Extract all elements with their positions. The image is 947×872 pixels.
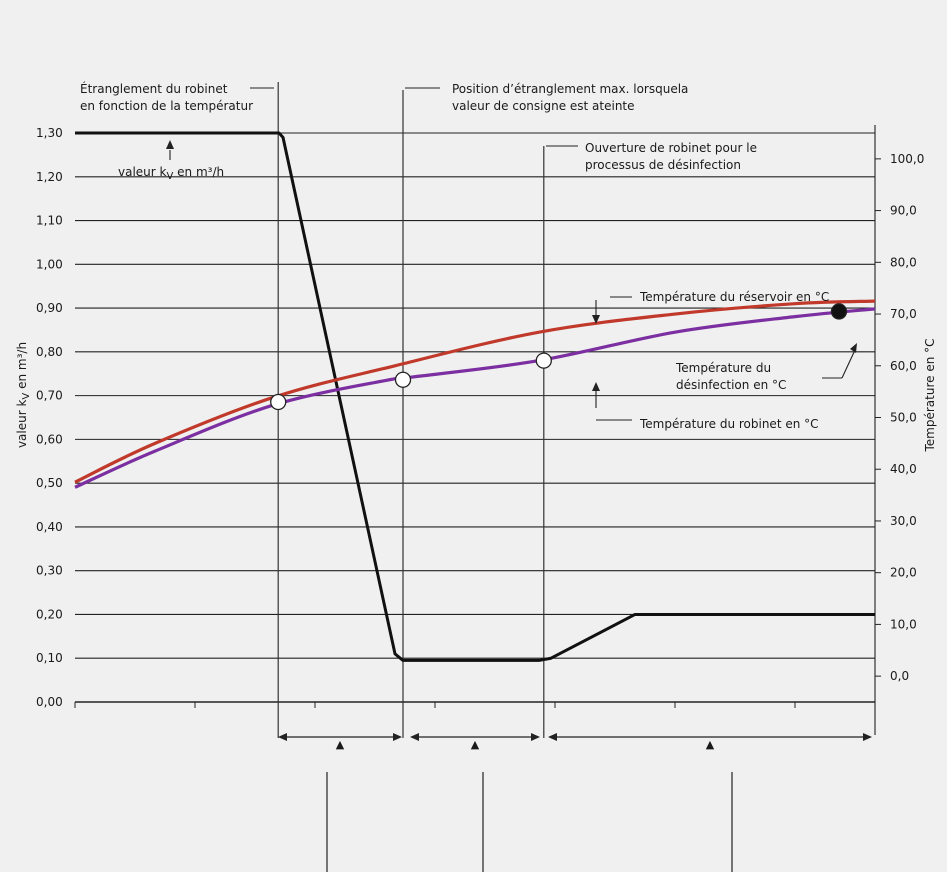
marker-filled: [830, 303, 848, 320]
right-tick-label: 10,0: [890, 617, 917, 631]
right-tick-label: 40,0: [890, 462, 917, 476]
leader-arrowhead: [166, 140, 174, 149]
left-tick-label: 0,70: [36, 389, 63, 403]
right-tick-label: 30,0: [890, 514, 917, 528]
left-tick-label: 1,30: [36, 126, 63, 140]
left-axis-ticks: 0,00 0,10 0,20 0,30 0,40 0,50 0,60 0,70 0,80 0,90…: [36, 126, 63, 709]
left-tick-label: 1,10: [36, 214, 63, 228]
right-tick-label: 100,0: [890, 152, 924, 166]
left-tick-label: 0,80: [36, 345, 63, 359]
phase-arrowhead-left: [278, 733, 287, 741]
left-tick-label: 0,20: [36, 607, 63, 621]
phase-marker: ▲: [706, 738, 715, 751]
phase-arrows: ▲ ▲ ▲: [278, 733, 872, 872]
right-tick-label: 50,0: [890, 411, 917, 425]
leader-arrowhead: [850, 343, 857, 353]
series-robinet: [74, 307, 876, 489]
annotation-disinfection-open-line1: Ouverture de robinet pour le: [585, 141, 757, 155]
right-tick-label: 80,0: [890, 255, 917, 269]
left-tick-label: 0,50: [36, 476, 63, 490]
annotation-kv-value: valeur kV en m³/h: [118, 165, 224, 182]
right-tick-label: 60,0: [890, 359, 917, 373]
annotation-disinfection-open-line2: processus de désinfection: [585, 158, 741, 172]
leader-line: [841, 349, 856, 379]
left-tick-label: 0,30: [36, 564, 63, 578]
right-tick-label: 0,0: [890, 669, 909, 683]
left-tick-label: 1,20: [36, 170, 63, 184]
marker-open: [270, 393, 287, 411]
annotation-leaders: [166, 87, 857, 421]
right-tick-label: 90,0: [890, 204, 917, 218]
left-tick-label: 0,00: [36, 695, 63, 709]
marker-open: [394, 371, 412, 388]
guide-lines: [277, 82, 545, 738]
annotation-disinfection-temp-line1: Température du: [675, 361, 771, 375]
left-tick-label: 0,40: [36, 520, 63, 534]
series-kv: [75, 131, 875, 662]
left-tick-label: 0,90: [36, 301, 63, 315]
phase-arrowhead-left: [410, 733, 419, 741]
right-tick-label: 70,0: [890, 307, 917, 321]
left-tick-label: 1,00: [36, 257, 63, 271]
annotation-throttle-max-line2: valeur de consigne est ateinte: [452, 99, 635, 113]
annotation-throttle-temp-line1: Étranglement du robinet: [80, 81, 228, 96]
left-axis-title: valeur kV en m³/h: [15, 342, 32, 448]
series-reservoir: [74, 299, 876, 484]
phase-marker: ▲: [471, 738, 480, 751]
annotation-reservoir-temp: Température du réservoir en °C: [639, 290, 829, 304]
annotation-throttle-max-line1: Position d’étranglement max. lorsquela: [452, 82, 688, 96]
left-tick-label: 0,60: [36, 432, 63, 446]
phase-arrowhead-right: [393, 733, 402, 741]
annotation-throttle-temp-line2: en fonction de la températur: [80, 99, 253, 113]
phase-arrowhead-right: [863, 733, 872, 741]
annotation-tap-temp: Température du robinet en °C: [639, 417, 819, 431]
phase-arrowhead-left: [548, 733, 557, 741]
annotation-disinfection-temp-line2: désinfection en °C: [676, 378, 786, 392]
phase-marker: ▲: [336, 738, 345, 751]
marker-open: [535, 352, 552, 369]
phase-arrowhead-right: [531, 733, 540, 741]
grid: [74, 125, 876, 735]
series-lines: [74, 131, 876, 662]
leader-arrowhead: [592, 315, 600, 324]
left-tick-label: 0,10: [36, 651, 63, 665]
right-axis-title: Température en °C: [923, 338, 937, 452]
right-tick-label: 20,0: [890, 566, 917, 580]
right-axis-ticks: 0,0 10,0 20,0 30,0 40,0 50,0 60,0 70,0 80,0 90,0 1…: [875, 152, 924, 683]
point-markers: [270, 303, 848, 411]
leader-arrowhead: [592, 382, 600, 391]
